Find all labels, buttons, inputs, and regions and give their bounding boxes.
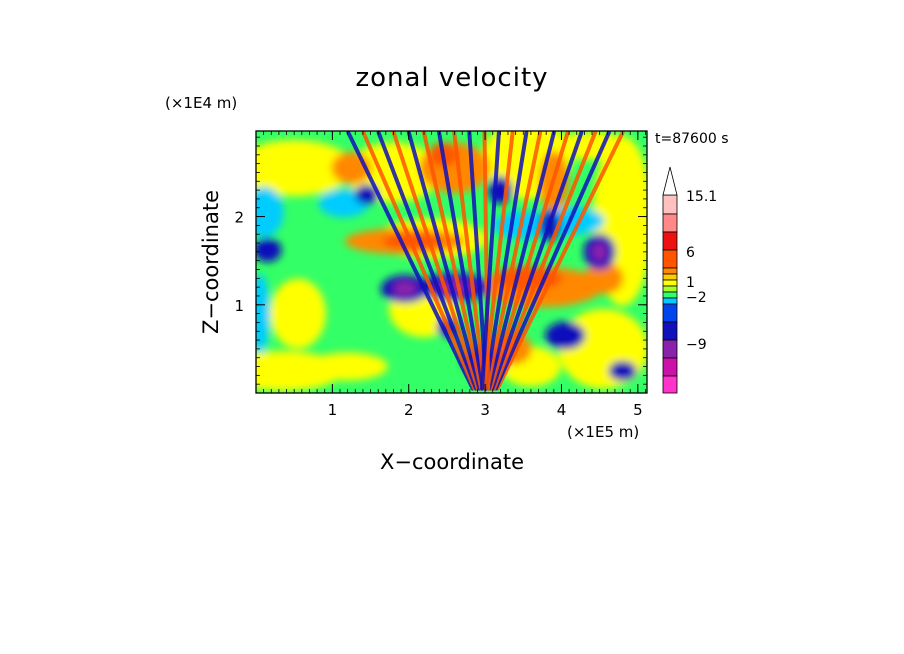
plot-area [256, 131, 647, 393]
wave-streak [492, 131, 598, 391]
contour-region [545, 321, 586, 350]
wave-streak [480, 131, 501, 391]
x-tick-label: 1 [328, 401, 338, 419]
wave-streak [437, 131, 486, 391]
colorbar-segment [662, 321, 678, 341]
contour-region [591, 241, 608, 262]
wave-streak [495, 131, 625, 391]
colorbar-label: −2 [686, 290, 707, 306]
wave-streaks [346, 131, 625, 391]
y-axis-ticks: 12 [234, 209, 647, 315]
colorbar-segment [662, 375, 678, 394]
x-tick-label: 3 [480, 401, 490, 419]
colorbar-label: 1 [686, 275, 695, 291]
wave-streak [391, 131, 480, 391]
y-tick-label: 1 [234, 297, 244, 315]
contour-region [307, 352, 388, 381]
wave-streak [483, 131, 529, 391]
y-axis-label: Z−coordinate [199, 190, 223, 334]
colorbar-label: 6 [686, 245, 695, 261]
colorbar: 15.1 6 1−2 −9 [662, 166, 717, 394]
time-label: t=87600 s [655, 131, 729, 147]
x-tick-label: 2 [404, 401, 414, 419]
colorbar-segment [662, 249, 678, 269]
contour-region [256, 238, 282, 263]
colorbar-segment [662, 279, 678, 287]
colorbar-label: −9 [686, 337, 707, 353]
colorbar-extend-arrow [662, 166, 678, 196]
plot-frame [255, 130, 648, 394]
chart-title: zonal velocity [355, 63, 548, 93]
colorbar-label: 15.1 [686, 189, 717, 205]
wave-streak [361, 131, 477, 391]
contour-region [583, 262, 624, 295]
contour-region [256, 140, 355, 197]
wave-streak [493, 131, 611, 391]
x-axis-label: X−coordinate [380, 450, 524, 474]
x-tick-label: 5 [633, 401, 643, 419]
contour-region [256, 187, 284, 238]
colorbar-segment [662, 267, 678, 275]
contour-region [558, 308, 647, 389]
wave-streak [406, 131, 482, 391]
contour-region [608, 360, 637, 381]
wave-streak [485, 131, 543, 391]
y-tick-label: 2 [234, 209, 244, 227]
colorbar-segment [662, 291, 678, 299]
wave-streak [486, 131, 556, 391]
x-axis-ticks: 1 2 3 4 5 [328, 131, 643, 419]
x-tick-label: 4 [557, 401, 567, 419]
x-unit-label: (×1E5 m) [567, 423, 639, 441]
wave-streak [346, 131, 475, 391]
wave-streak [488, 131, 570, 391]
colorbar-segment [662, 297, 678, 305]
colorbar-segment [662, 339, 678, 359]
wave-streak [482, 131, 491, 391]
minor-ticks [256, 131, 647, 393]
y-unit-label: (×1E4 m) [165, 94, 237, 112]
contour-region [392, 280, 417, 297]
colorbar-segment [662, 303, 678, 323]
contour-region [256, 273, 270, 354]
wave-streak [490, 131, 584, 391]
wave-streak [422, 131, 484, 391]
contour-region [270, 278, 327, 349]
colorbar-segment [662, 357, 678, 377]
colorbar-segment [662, 213, 678, 233]
colorbar-segment [662, 194, 678, 215]
contour-region [354, 184, 379, 205]
wave-streak [452, 131, 487, 391]
colorbar-segment [662, 273, 678, 281]
colorbar-segment [662, 231, 678, 251]
colorbar-segment [662, 285, 678, 293]
wave-streak [376, 131, 479, 391]
